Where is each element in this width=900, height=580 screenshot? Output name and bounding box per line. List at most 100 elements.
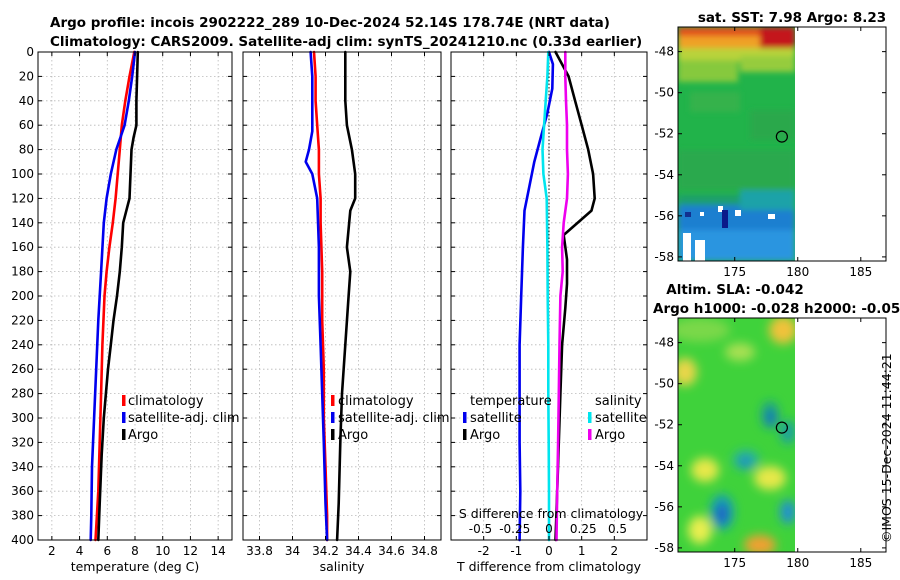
legend-label-t-argo: Argo xyxy=(470,428,500,443)
x-axis-label: salinity xyxy=(320,559,365,574)
y-tick-label: -52 xyxy=(654,418,674,432)
x-tick-label: 0 xyxy=(545,544,553,558)
series-line-climatology xyxy=(94,50,136,542)
difference-panel: -2 -1 0 1 2T difference from climatology S di… xyxy=(450,50,648,574)
x-axis-label: temperature (deg C) xyxy=(71,559,200,574)
y-tick-label: 300 xyxy=(11,411,34,425)
temperature-panel: 2 4 6 8 10 12 14 temperature (deg C) 0 20 40 60 80 10… xyxy=(11,45,233,574)
y-tick-label: -52 xyxy=(654,127,674,141)
s-tick-label: 0.5 xyxy=(608,522,627,536)
y-tick-label: 20 xyxy=(19,69,34,83)
sst-field xyxy=(678,27,886,261)
y-tick-label: 140 xyxy=(11,216,34,230)
x-tick-label: -2 xyxy=(478,544,490,558)
s-tick-label: 0.25 xyxy=(570,522,597,536)
y-tick-label: 340 xyxy=(11,460,34,474)
y-tick-label: -56 xyxy=(654,500,674,514)
x-tick-label: 34.4 xyxy=(345,544,372,558)
legend-label-satellite: satellite-adj. clim xyxy=(338,411,450,426)
legend-swatch-t-satellite xyxy=(463,412,467,423)
y-tick-label: -48 xyxy=(654,45,674,59)
temperature-legend: climatology satellite-adj. clim Argo xyxy=(122,394,240,443)
y-tick-label: 240 xyxy=(11,338,34,352)
y-tick-label: 0 xyxy=(26,45,34,59)
y-tick-label: -50 xyxy=(654,86,674,100)
y-tick-label: 100 xyxy=(11,167,34,181)
legend-swatch-s-argo xyxy=(588,429,592,440)
legend-label-satellite: satellite-adj. clim xyxy=(128,411,240,426)
legend-swatch-argo xyxy=(331,429,335,440)
x-tick-label: 8 xyxy=(131,544,139,558)
x-tick-label: 34 xyxy=(285,544,300,558)
x-tick-label: 185 xyxy=(849,265,872,279)
s-tick-label: -0.5 xyxy=(469,522,492,536)
sla-axes: 175 180 185 -48 -50 -52 -54 -56 -58 xyxy=(654,318,886,570)
x-tick-label: -1 xyxy=(510,544,522,558)
x-tick-label: 2 xyxy=(48,544,56,558)
y-tick-label: 400 xyxy=(11,533,34,547)
legend-swatch-t-argo xyxy=(463,429,467,440)
series-line-s-satellite xyxy=(541,50,551,542)
header-line1: Argo profile: incois 2902222_289 10-Dec-… xyxy=(50,15,610,31)
x-tick-label: 1 xyxy=(578,544,586,558)
x-tick-label: 6 xyxy=(103,544,111,558)
x-tick-label: 12 xyxy=(183,544,198,558)
x-tick-label: 185 xyxy=(849,556,872,570)
y-tick-label: 220 xyxy=(11,313,34,327)
sla-map-subtitle: Argo h1000: -0.028 h2000: -0.056 xyxy=(653,301,900,317)
s-tick-label: 0 xyxy=(545,522,553,536)
legend-swatch-climatology xyxy=(122,395,126,406)
y-tick-label: 60 xyxy=(19,118,34,132)
series-line-t-satellite xyxy=(518,50,555,542)
y-tick-label: 360 xyxy=(11,484,34,498)
legend-label-climatology: climatology xyxy=(128,394,204,409)
sla-map-title: Altim. SLA: -0.042 xyxy=(666,282,803,298)
series-line-s-argo xyxy=(555,50,570,542)
y-tick-label: -50 xyxy=(654,377,674,391)
x-tick-label: 180 xyxy=(786,556,809,570)
legend-label-climatology: climatology xyxy=(338,394,414,409)
argo-location-marker xyxy=(775,421,788,434)
y-tick-label: 280 xyxy=(11,387,34,401)
y-tick-label: 160 xyxy=(11,240,34,254)
y-tick-label: -48 xyxy=(654,336,674,350)
x-tick-label: 175 xyxy=(723,556,746,570)
y-tick-label: 80 xyxy=(19,143,34,157)
imos-watermark: ©IMOS 15-Dec-2024 11:44:21 xyxy=(879,353,894,543)
salinity-legend: climatology satellite-adj. clim Argo xyxy=(331,394,450,443)
y-tick-label: -54 xyxy=(654,168,674,182)
y-tick-label: 120 xyxy=(11,191,34,205)
sla-field xyxy=(678,318,886,552)
y-tick-label: -56 xyxy=(654,209,674,223)
s-tick-label: -0.25 xyxy=(499,522,530,536)
y-tick-label: 40 xyxy=(19,94,34,108)
y-tick-label: 200 xyxy=(11,289,34,303)
legend-label-argo: Argo xyxy=(338,428,368,443)
legend-label-s-satellite: satellite xyxy=(595,411,647,426)
x-tick-label: 175 xyxy=(723,265,746,279)
sla-map: Altim. SLA: -0.042 Argo h1000: -0.028 h2… xyxy=(653,282,900,570)
x-tick-label: 180 xyxy=(786,265,809,279)
series-line-satellite-adj-clim xyxy=(89,50,137,542)
legend-label-argo: Argo xyxy=(128,428,158,443)
x-tick-label: 34.6 xyxy=(378,544,405,558)
legend-title-salinity: salinity xyxy=(595,394,642,409)
x-tick-label: 10 xyxy=(155,544,170,558)
header-line2: Climatology: CARS2009. Satellite-adj cli… xyxy=(50,34,642,50)
y-tick-label: -58 xyxy=(654,250,674,264)
series-line-argo xyxy=(335,50,357,542)
sst-axes: 175 180 185 -48 -50 -52 -54 -56 -58 xyxy=(654,27,886,279)
legend-swatch-s-satellite xyxy=(588,412,592,423)
x-tick-label: 34.8 xyxy=(411,544,438,558)
y-tick-label: 260 xyxy=(11,362,34,376)
argo-location-marker xyxy=(775,130,788,143)
y-tick-label: 380 xyxy=(11,509,34,523)
difference-legend: temperature satellite Argo salinity sate… xyxy=(463,394,647,443)
x-axis-label: T difference from climatology xyxy=(456,559,642,574)
series-line-argo xyxy=(97,50,140,542)
x-tick-label: 4 xyxy=(76,544,84,558)
y-tick-label: -54 xyxy=(654,459,674,473)
legend-label-t-satellite: satellite xyxy=(470,411,522,426)
x-tick-label: 2 xyxy=(611,544,619,558)
legend-swatch-satellite xyxy=(122,412,126,423)
